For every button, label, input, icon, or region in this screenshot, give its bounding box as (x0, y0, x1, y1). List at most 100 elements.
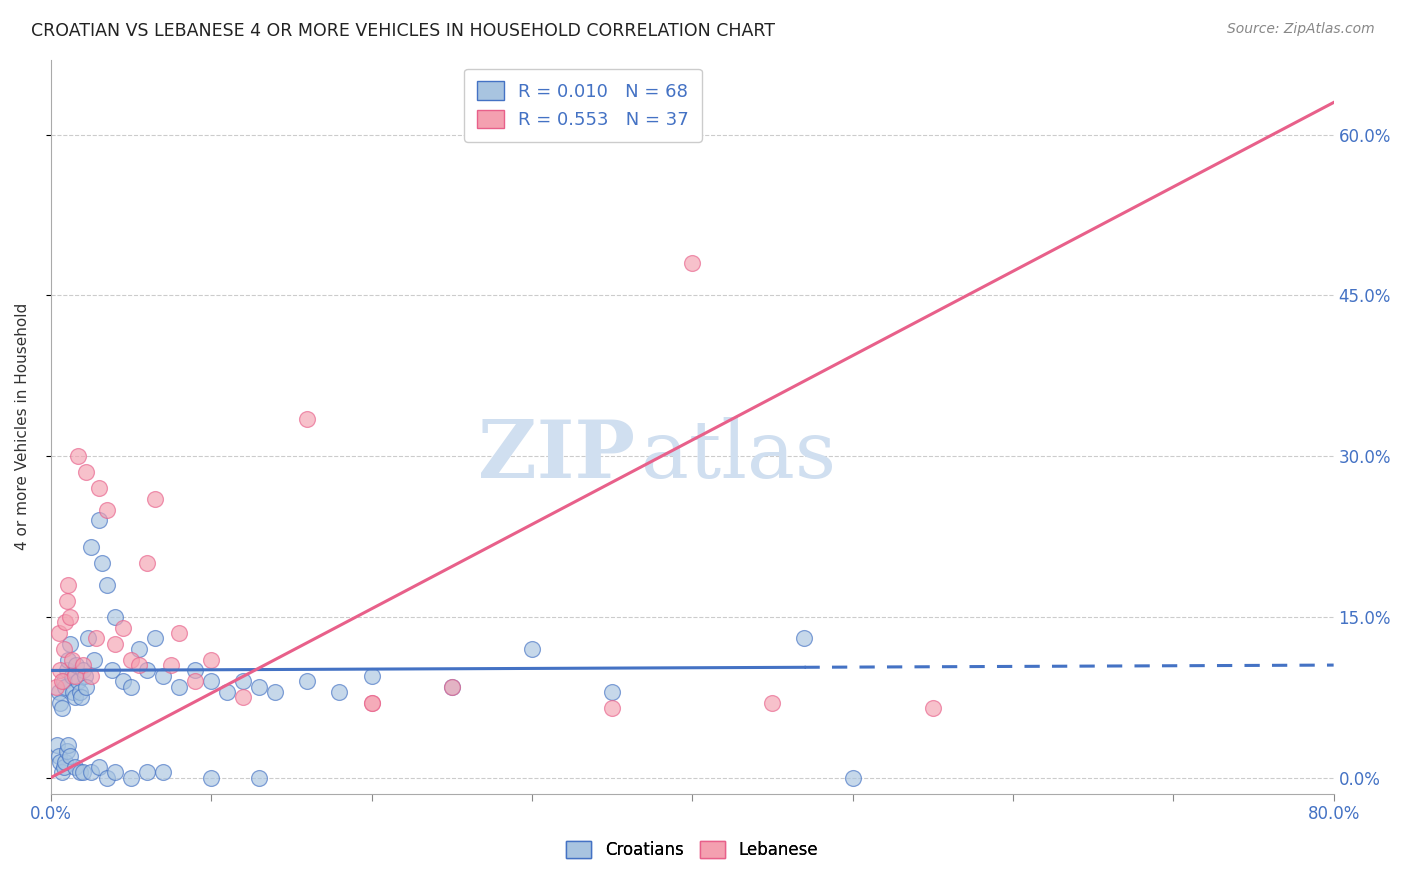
Point (167, 680, 190, 694)
Point (51, 765, 73, 780)
Point (184, 674, 207, 689)
Point (152, 669, 174, 683)
Point (49, 755, 72, 769)
Point (841, 771, 863, 785)
Point (59, 637, 82, 651)
Point (48, 685, 70, 699)
Point (360, 669, 382, 683)
Point (75, 465, 97, 479)
Point (136, 765, 159, 780)
Point (63, 760, 86, 774)
Point (63, 669, 86, 683)
Point (600, 685, 623, 699)
Point (136, 664, 159, 678)
Point (200, 771, 222, 785)
Point (80, 765, 103, 780)
Point (84, 632, 107, 646)
Point (87, 760, 110, 774)
Point (264, 685, 287, 699)
Point (69, 685, 91, 699)
Point (128, 658, 150, 673)
Point (53, 680, 76, 694)
Point (52, 760, 75, 774)
Point (120, 680, 142, 694)
Point (59, 610, 82, 624)
Point (46, 739, 69, 753)
Text: atlas: atlas (641, 417, 837, 495)
Point (761, 696, 783, 710)
Point (232, 674, 254, 689)
Point (49, 664, 72, 678)
Point (136, 556, 159, 570)
Point (75, 680, 97, 694)
Point (120, 653, 142, 667)
Point (62, 685, 84, 699)
Point (184, 664, 207, 678)
Point (247, 680, 270, 694)
Point (681, 256, 703, 270)
Point (53, 615, 76, 630)
Point (56, 664, 79, 678)
Point (167, 626, 190, 640)
Point (96, 771, 118, 785)
Point (360, 696, 382, 710)
Point (160, 658, 183, 673)
Point (72, 658, 94, 673)
Point (232, 690, 254, 705)
Point (70, 690, 93, 705)
Point (91, 556, 114, 570)
Point (111, 674, 134, 689)
Point (83, 653, 105, 667)
Point (104, 765, 127, 780)
Point (58, 577, 80, 591)
Point (80, 669, 103, 683)
Point (217, 685, 239, 699)
Point (67, 674, 90, 689)
Y-axis label: 4 or more Vehicles in Household: 4 or more Vehicles in Household (15, 303, 30, 550)
Point (51, 701, 73, 715)
Point (87, 481, 110, 495)
Point (52, 674, 75, 689)
Point (51, 674, 73, 689)
Point (128, 642, 150, 657)
Point (72, 664, 94, 678)
Point (63, 690, 86, 705)
Point (60, 669, 83, 683)
Point (59, 749, 82, 764)
Point (793, 632, 815, 646)
Point (67, 449, 90, 463)
Point (69, 765, 91, 780)
Point (56, 744, 79, 758)
Point (247, 771, 270, 785)
Point (52, 642, 75, 657)
Point (120, 771, 142, 785)
Point (200, 674, 222, 689)
Point (100, 664, 122, 678)
Text: ZIP: ZIP (478, 417, 634, 495)
Point (921, 701, 943, 715)
Point (87, 513, 110, 527)
Point (49, 696, 72, 710)
Point (56, 594, 79, 608)
Text: CROATIAN VS LEBANESE 4 OR MORE VEHICLES IN HOUSEHOLD CORRELATION CHART: CROATIAN VS LEBANESE 4 OR MORE VEHICLES … (31, 22, 775, 40)
Point (328, 685, 350, 699)
Point (200, 653, 222, 667)
Point (53, 755, 76, 769)
Legend: Croatians, Lebanese: Croatians, Lebanese (560, 835, 825, 866)
Point (152, 765, 174, 780)
Point (143, 491, 166, 506)
Point (45, 680, 67, 694)
Point (111, 621, 134, 635)
Point (297, 674, 319, 689)
Point (440, 680, 463, 694)
Point (72, 765, 94, 780)
Point (96, 577, 118, 591)
Point (360, 696, 382, 710)
Text: Source: ZipAtlas.com: Source: ZipAtlas.com (1227, 22, 1375, 37)
Point (58, 653, 80, 667)
Point (297, 411, 319, 425)
Point (76, 632, 98, 646)
Point (48, 626, 70, 640)
Point (48, 749, 70, 764)
Point (80, 540, 103, 554)
